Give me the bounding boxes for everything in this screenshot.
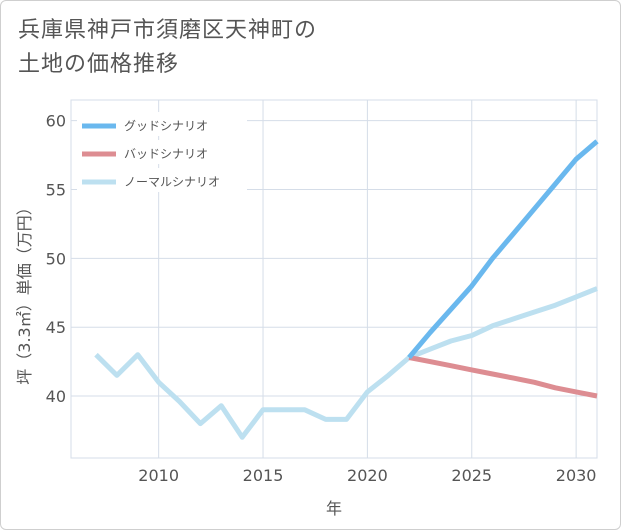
x-axis-label: 年 xyxy=(326,499,342,518)
x-tick-label: 2010 xyxy=(138,466,179,485)
legend-label: ノーマルシナリオ xyxy=(124,175,220,189)
x-tick-label: 2025 xyxy=(451,466,492,485)
series-line-2 xyxy=(408,355,598,399)
y-axis-label: 坪（3.3㎡）単価（万円） xyxy=(15,199,34,384)
y-tick-label: 45 xyxy=(46,318,66,337)
plot-area xyxy=(70,99,598,459)
legend-label: バッドシナリオ xyxy=(124,147,208,161)
chart-title-line2: 土地の価格推移 xyxy=(18,52,180,77)
series-line-3 xyxy=(94,286,598,440)
grid xyxy=(70,99,598,459)
chart-title: 兵庫県神戸市須磨区天神町の 土地の価格推移 xyxy=(18,14,317,82)
x-tick-label: 2020 xyxy=(347,466,388,485)
tick-labels: 2010 2015 2020 2025 2030 40 45 50 55 60 xyxy=(46,112,597,485)
series-line-1 xyxy=(407,139,599,360)
y-tick-label: 40 xyxy=(46,387,66,406)
y-tick-label: 50 xyxy=(46,249,66,268)
legend-label: グッドシナリオ xyxy=(124,119,208,133)
x-tick-label: 2015 xyxy=(243,466,284,485)
chart-title-line1: 兵庫県神戸市須磨区天神町の xyxy=(18,18,318,43)
y-tick-label: 60 xyxy=(46,112,66,131)
x-tick-label: 2030 xyxy=(556,466,597,485)
series-lines xyxy=(94,139,599,440)
y-tick-label: 55 xyxy=(46,181,66,200)
